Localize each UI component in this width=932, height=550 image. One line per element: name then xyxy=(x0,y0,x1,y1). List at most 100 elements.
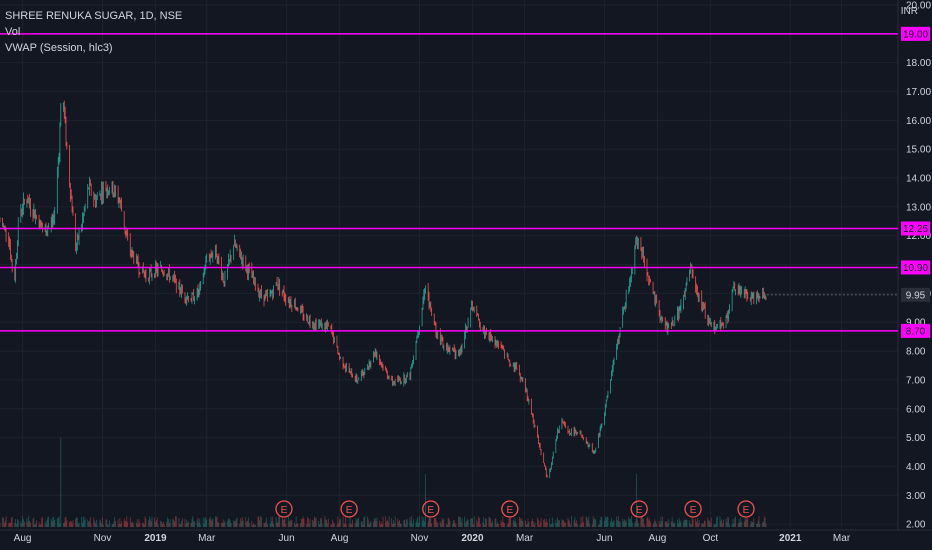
volume-bar xyxy=(206,519,208,527)
volume-bar xyxy=(39,524,41,527)
volume-bar xyxy=(352,519,353,527)
volume-bar xyxy=(685,519,687,527)
x-tick-label: Nov xyxy=(94,533,112,544)
volume-bar xyxy=(465,522,466,527)
volume-bar xyxy=(149,518,151,527)
volume-bar xyxy=(368,524,370,527)
volume-bar xyxy=(446,524,448,527)
volume-bar xyxy=(81,516,83,527)
volume-bar xyxy=(35,523,37,527)
volume-bar xyxy=(257,517,259,527)
volume-bar xyxy=(491,523,492,527)
volume-bar xyxy=(664,521,666,527)
volume-bar xyxy=(375,520,377,527)
volume-bar xyxy=(361,521,363,527)
volume-bar xyxy=(427,521,429,527)
volume-bar xyxy=(376,517,378,527)
x-tick-label: Mar xyxy=(516,533,534,544)
volume-bar xyxy=(686,520,688,527)
volume-bar xyxy=(650,521,651,527)
chart-legend: SHREE RENUKA SUGAR, 1D, NSE Vol VWAP (Se… xyxy=(5,8,182,56)
volume-bar xyxy=(556,523,558,527)
y-tick-label: 13.00 xyxy=(906,202,931,213)
volume-bar xyxy=(743,521,745,527)
volume-bar xyxy=(430,518,432,527)
volume-bar xyxy=(455,524,457,527)
volume-bar xyxy=(698,520,700,527)
volume-bar xyxy=(363,517,365,527)
volume-bar xyxy=(187,522,188,527)
volume-bar xyxy=(624,521,626,527)
volume-bar xyxy=(525,520,526,527)
volume-bar xyxy=(3,517,4,527)
volume-bar xyxy=(252,524,254,527)
volume-bar xyxy=(607,517,609,527)
volume-bar xyxy=(130,523,132,527)
volume-bar xyxy=(447,517,449,527)
volume-bar xyxy=(680,522,682,527)
volume-bar xyxy=(419,516,420,527)
volume-bar xyxy=(53,517,55,527)
last-price-label: 9.95 xyxy=(906,290,926,301)
volume-bar xyxy=(138,519,140,527)
volume-bar xyxy=(54,520,56,527)
y-tick-label: 5.00 xyxy=(906,433,926,444)
volume-bar xyxy=(221,522,223,527)
volume-bar xyxy=(628,516,630,527)
volume-bar xyxy=(716,517,717,527)
volume-bar xyxy=(466,519,468,527)
volume-bar xyxy=(672,523,674,527)
earnings-marker-label: E xyxy=(281,505,288,516)
volume-bar xyxy=(338,522,340,527)
volume-bar xyxy=(515,522,517,527)
volume-bar xyxy=(598,524,600,527)
volume-bar xyxy=(434,517,436,527)
volume-bar xyxy=(534,522,536,527)
volume-bar xyxy=(315,517,317,527)
volume-bar xyxy=(111,524,113,527)
volume-bar xyxy=(40,524,42,527)
volume-bar xyxy=(689,520,690,527)
volume-bar xyxy=(666,521,668,527)
volume-bar xyxy=(142,522,144,527)
volume-bar xyxy=(497,521,499,527)
volume-bar xyxy=(551,517,553,527)
volume-bar xyxy=(510,517,512,527)
volume-bar xyxy=(350,523,352,527)
volume-bar xyxy=(649,518,651,527)
volume-bar xyxy=(756,523,758,527)
volume-bar xyxy=(562,520,564,527)
volume-bar xyxy=(267,524,268,527)
volume-bar xyxy=(57,518,59,527)
volume-bar xyxy=(537,517,538,527)
volume-bar xyxy=(284,518,286,527)
volume-bar xyxy=(670,521,672,527)
volume-bar xyxy=(379,520,380,527)
earnings-marker xyxy=(737,500,755,518)
volume-bar xyxy=(592,516,594,527)
volume-bar xyxy=(191,519,193,527)
volume-bar xyxy=(194,521,195,527)
volume-bar xyxy=(622,518,624,527)
volume-bar xyxy=(683,521,684,527)
volume-bar xyxy=(691,516,693,527)
volume-bar xyxy=(227,520,228,527)
volume-bar xyxy=(391,518,393,527)
volume-bar xyxy=(494,518,496,527)
volume-bar xyxy=(558,520,560,527)
volume-bar xyxy=(242,520,244,527)
volume-bar xyxy=(460,522,462,527)
volume-bar xyxy=(16,524,17,527)
volume-bar xyxy=(261,517,262,527)
volume-bar xyxy=(41,518,43,527)
volume-bar xyxy=(204,518,206,527)
volume-bar xyxy=(199,518,201,527)
level-price-label: 19.00 xyxy=(903,29,928,40)
x-tick-label: 2020 xyxy=(461,533,484,544)
volume-bar xyxy=(212,518,214,527)
volume-bar xyxy=(124,521,126,527)
volume-bar xyxy=(65,516,67,527)
volume-bar xyxy=(357,518,359,527)
volume-bar xyxy=(379,524,381,527)
